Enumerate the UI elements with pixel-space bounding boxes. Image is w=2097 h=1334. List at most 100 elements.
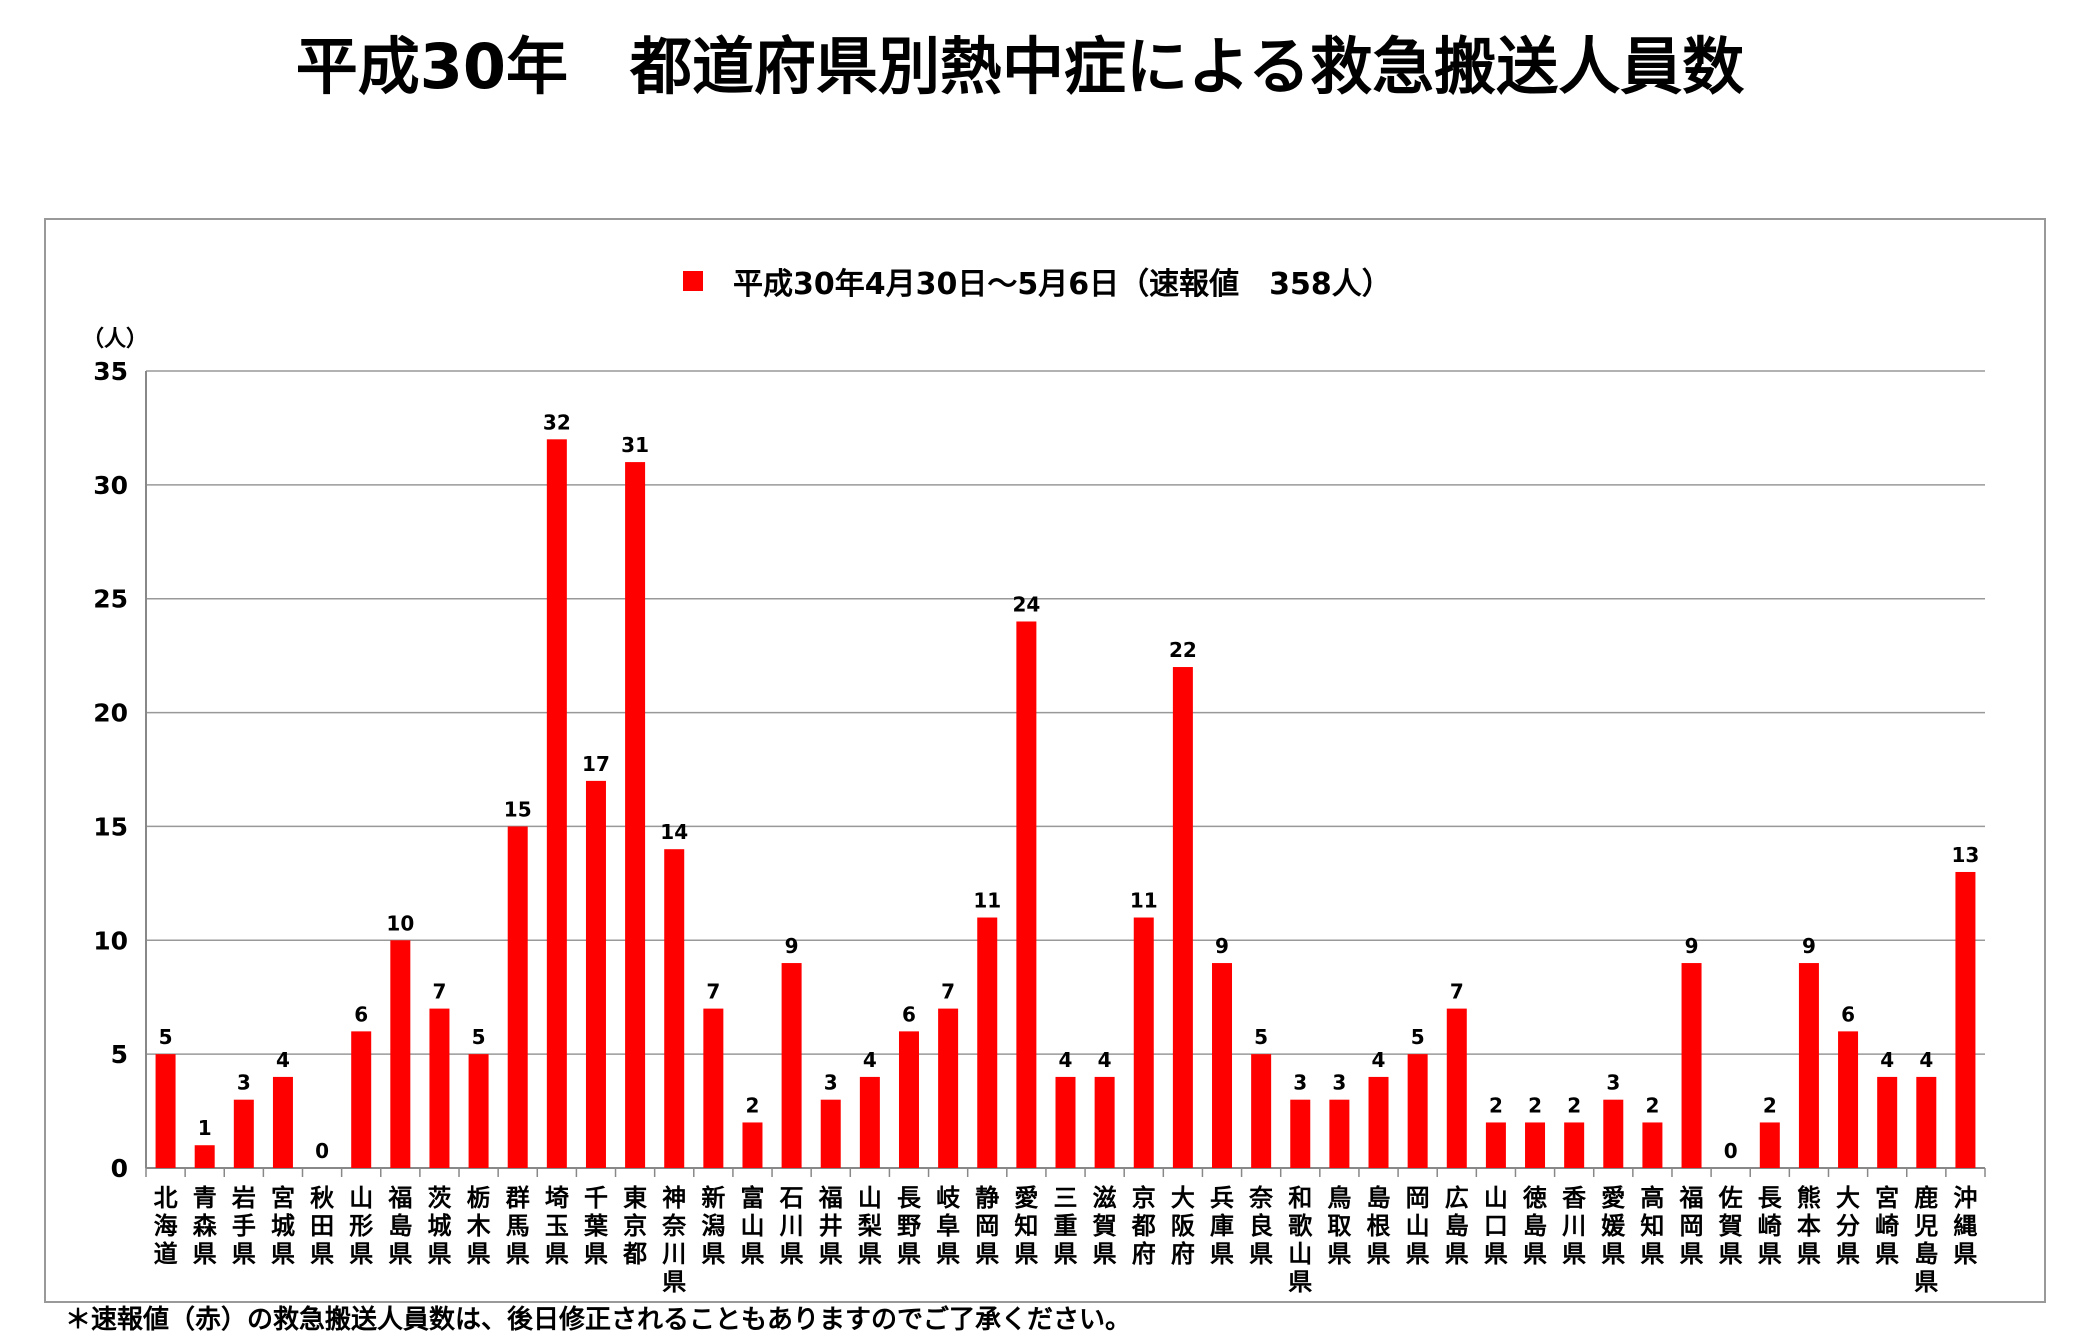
bar (1564, 1122, 1585, 1168)
data-label: 6 (354, 1002, 368, 1026)
bar (742, 1122, 763, 1168)
x-tick-label: 栃木県 (466, 1184, 492, 1268)
x-tick-label: 茨城県 (427, 1184, 451, 1268)
x-tick-label: 新潟県 (701, 1184, 725, 1268)
x-tick-label: 岐阜県 (936, 1184, 960, 1268)
bar (1525, 1122, 1546, 1168)
x-tick-label: 石川県 (779, 1184, 804, 1268)
y-tick-label: 35 (93, 357, 128, 386)
data-label: 4 (1098, 1048, 1112, 1072)
bar (272, 1076, 293, 1168)
bar (194, 1145, 215, 1168)
bar (938, 1008, 959, 1168)
bar (977, 917, 998, 1168)
y-tick-label: 0 (111, 1154, 128, 1183)
bar (1407, 1054, 1428, 1168)
data-label: 3 (824, 1071, 838, 1095)
data-label: 6 (902, 1002, 916, 1026)
x-tick-label: 熊本県 (1797, 1184, 1821, 1268)
data-label: 14 (660, 820, 688, 844)
data-label: 5 (1411, 1025, 1425, 1049)
data-label: 4 (863, 1048, 877, 1072)
bar (1955, 871, 1976, 1168)
bar (390, 940, 411, 1168)
data-label: 9 (1215, 934, 1229, 958)
chart-frame (44, 218, 2046, 1303)
x-tick-label: 東京都 (622, 1184, 647, 1268)
x-tick-label: 愛媛県 (1601, 1184, 1626, 1268)
y-tick-label: 30 (93, 471, 128, 500)
bar (1055, 1076, 1076, 1168)
data-label: 13 (1952, 843, 1980, 867)
data-label: 7 (706, 980, 720, 1004)
data-label: 11 (1130, 889, 1158, 913)
data-label: 32 (543, 410, 571, 434)
x-tick-label: 埼玉県 (545, 1184, 569, 1268)
x-tick-label: 大阪府 (1171, 1184, 1195, 1268)
x-tick-label: 香川県 (1562, 1184, 1587, 1268)
bar (1642, 1122, 1663, 1168)
data-label: 6 (1841, 1002, 1855, 1026)
data-label: 3 (1293, 1071, 1307, 1095)
x-tick-label: 静岡県 (975, 1184, 999, 1268)
data-label: 24 (1012, 592, 1040, 616)
bar (1603, 1099, 1624, 1168)
data-label: 5 (472, 1025, 486, 1049)
data-label: 2 (1567, 1093, 1581, 1117)
bar (1212, 963, 1233, 1168)
x-tick-label: 宮崎県 (1875, 1184, 1899, 1268)
bar (507, 826, 528, 1168)
chart-title: 平成30年 都道府県別熱中症による救急搬送人員数 (296, 30, 1744, 103)
bar (1838, 1031, 1859, 1168)
x-tick-label: 長崎県 (1758, 1184, 1783, 1268)
bar (1133, 917, 1154, 1168)
data-label: 17 (582, 752, 610, 776)
x-tick-label: 大分県 (1836, 1184, 1860, 1268)
x-tick-label: 広島県 (1445, 1184, 1469, 1268)
x-tick-label: 山形県 (349, 1184, 373, 1268)
data-label: 0 (315, 1139, 329, 1163)
footnote: ＊速報値（赤）の救急搬送人員数は、後日修正されることもありますのでご了承ください… (65, 1304, 1131, 1334)
x-tick-label: 群馬県 (506, 1184, 530, 1268)
bar (898, 1031, 919, 1168)
data-label: 5 (159, 1025, 173, 1049)
x-tick-label: 福岡県 (1679, 1184, 1704, 1268)
data-label: 3 (1606, 1071, 1620, 1095)
x-tick-label: 神奈川県 (661, 1184, 687, 1296)
data-label: 4 (1880, 1048, 1894, 1072)
data-label: 22 (1169, 638, 1197, 662)
data-label: 5 (1254, 1025, 1268, 1049)
bar (781, 963, 802, 1168)
data-label: 2 (1763, 1093, 1777, 1117)
x-tick-label: 和歌山県 (1288, 1184, 1313, 1296)
bar (1251, 1054, 1272, 1168)
data-label: 4 (1059, 1048, 1073, 1072)
x-tick-label: 鹿児島県 (1914, 1184, 1938, 1296)
data-label: 10 (386, 911, 414, 935)
x-tick-label: 佐賀県 (1718, 1184, 1743, 1268)
y-tick-label: 20 (93, 699, 128, 728)
bar (546, 439, 567, 1168)
bar (1290, 1099, 1311, 1168)
data-label: 4 (1372, 1048, 1386, 1072)
x-tick-label: 愛知県 (1014, 1184, 1038, 1268)
x-tick-label: 高知県 (1640, 1184, 1664, 1268)
legend-swatch (683, 271, 703, 291)
x-tick-label: 宮城県 (271, 1184, 295, 1268)
bar (1094, 1076, 1115, 1168)
x-tick-label: 島根県 (1367, 1184, 1391, 1268)
data-label: 7 (432, 980, 446, 1004)
data-label: 0 (1724, 1139, 1738, 1163)
data-label: 2 (1528, 1093, 1542, 1117)
x-tick-label: 秋田県 (310, 1184, 335, 1268)
bar (1368, 1076, 1389, 1168)
data-label: 4 (1919, 1048, 1933, 1072)
bar (1759, 1122, 1780, 1168)
data-label: 2 (1645, 1093, 1659, 1117)
bar (468, 1054, 489, 1168)
data-label: 3 (237, 1071, 251, 1095)
bar (1172, 667, 1193, 1168)
x-tick-label: 北海道 (154, 1184, 178, 1268)
data-label: 7 (941, 980, 955, 1004)
x-tick-label: 富山県 (740, 1184, 764, 1268)
